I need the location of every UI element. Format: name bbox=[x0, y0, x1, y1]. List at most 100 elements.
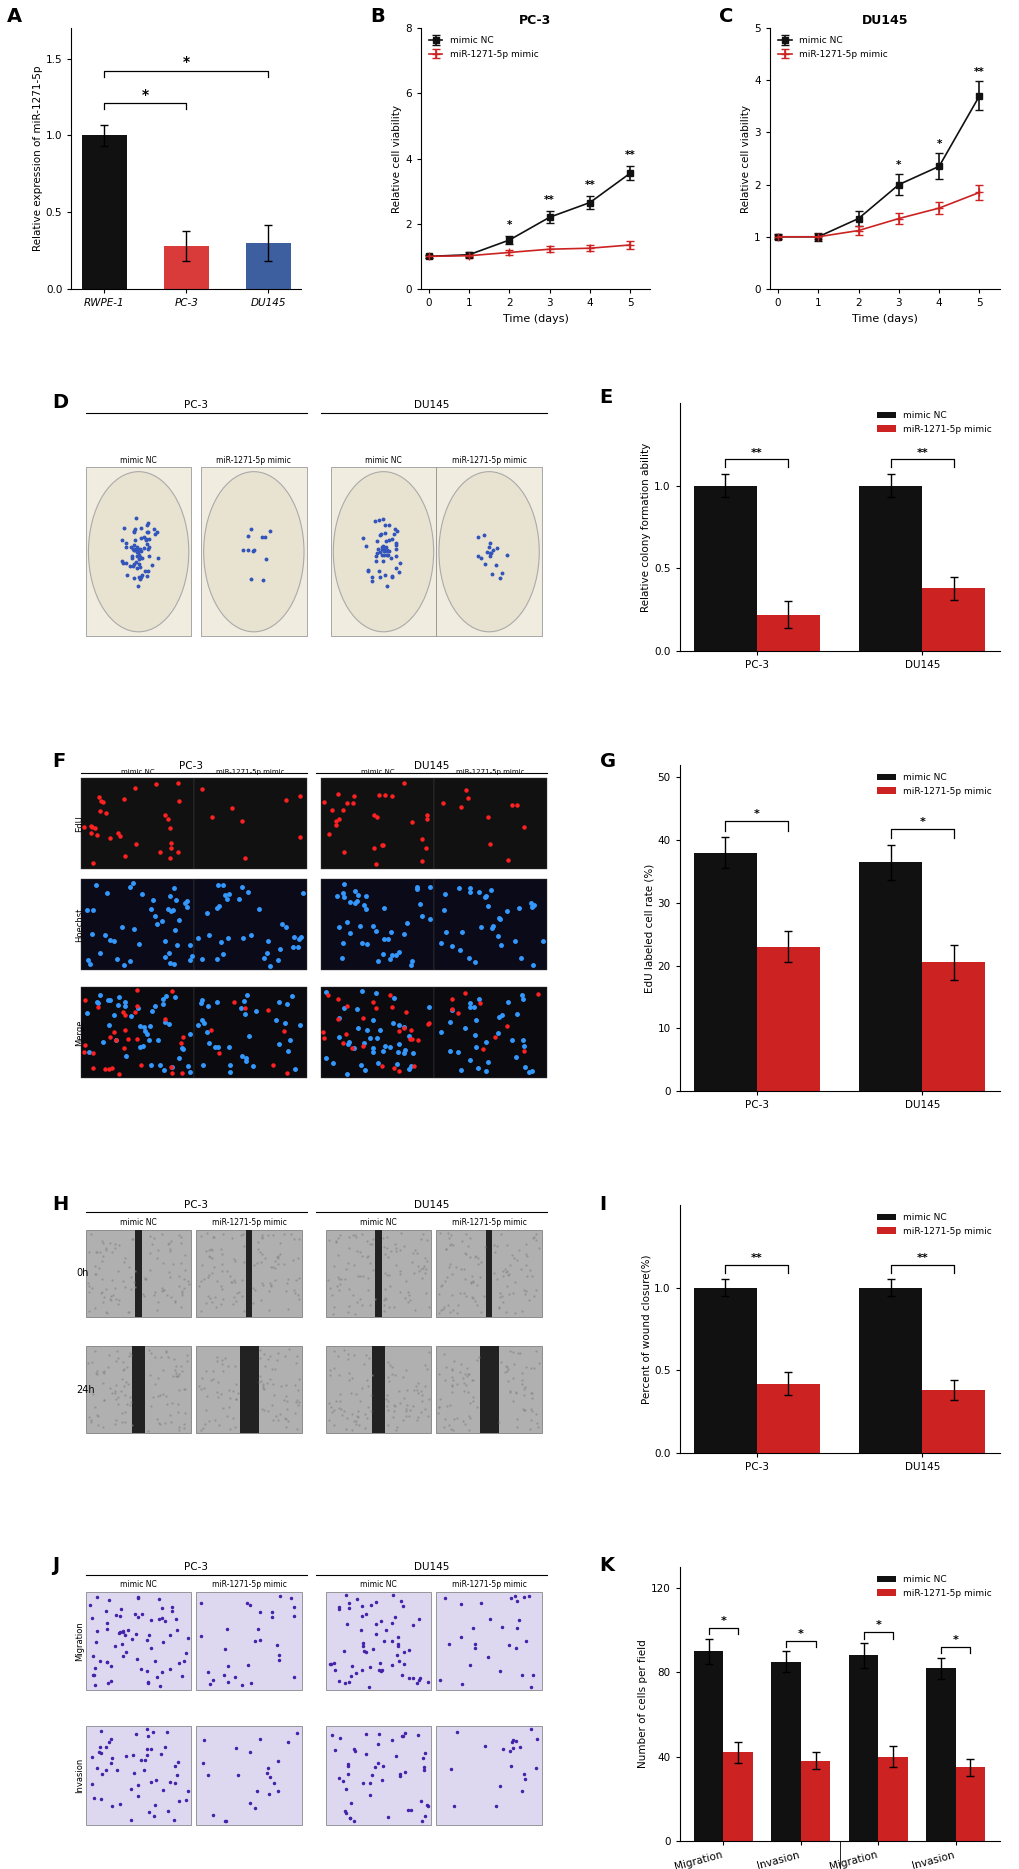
Legend: mimic NC, miR-1271-5p mimic: mimic NC, miR-1271-5p mimic bbox=[425, 32, 541, 62]
Bar bbox=[132, 1346, 145, 1434]
Text: mimic NC: mimic NC bbox=[360, 1219, 396, 1228]
Bar bbox=[756, 615, 819, 650]
Bar bbox=[722, 1753, 752, 1841]
Bar bbox=[194, 778, 307, 869]
Bar bbox=[81, 987, 194, 1078]
Legend: mimic NC, miR-1271-5p mimic: mimic NC, miR-1271-5p mimic bbox=[873, 407, 995, 437]
Bar bbox=[800, 1761, 829, 1841]
Ellipse shape bbox=[204, 471, 304, 632]
Text: 0h: 0h bbox=[76, 1269, 89, 1278]
Text: mimic NC: mimic NC bbox=[120, 1579, 157, 1589]
Bar bbox=[194, 987, 307, 1078]
Text: G: G bbox=[599, 751, 615, 770]
Text: *: * bbox=[182, 56, 190, 69]
Bar bbox=[436, 1346, 541, 1434]
Bar bbox=[436, 467, 541, 635]
Bar bbox=[436, 1725, 541, 1824]
Text: mimic NC: mimic NC bbox=[360, 1579, 396, 1589]
Y-axis label: Number of cells per field: Number of cells per field bbox=[637, 1639, 647, 1768]
Bar bbox=[321, 778, 433, 869]
Text: EdU: EdU bbox=[75, 815, 85, 832]
Bar bbox=[921, 963, 984, 1091]
Text: I: I bbox=[599, 1194, 606, 1215]
Bar bbox=[325, 1725, 431, 1824]
Y-axis label: EdU labeled cell rate (%): EdU labeled cell rate (%) bbox=[644, 863, 654, 992]
Text: miR-1271-5p mimic: miR-1271-5p mimic bbox=[211, 1219, 286, 1228]
Bar bbox=[82, 135, 126, 290]
Text: *: * bbox=[918, 817, 924, 826]
Legend: mimic NC, miR-1271-5p mimic: mimic NC, miR-1271-5p mimic bbox=[773, 32, 891, 62]
Bar bbox=[485, 1230, 492, 1316]
Bar bbox=[921, 1391, 984, 1452]
Text: Hoechst: Hoechst bbox=[75, 908, 85, 942]
Bar bbox=[848, 1656, 877, 1841]
Bar bbox=[756, 948, 819, 1091]
Text: *: * bbox=[952, 1635, 958, 1645]
Bar bbox=[86, 1725, 192, 1824]
Bar bbox=[325, 1346, 431, 1434]
Text: *: * bbox=[874, 1620, 880, 1630]
Text: C: C bbox=[718, 7, 733, 26]
Text: **: ** bbox=[584, 179, 595, 191]
Bar bbox=[201, 467, 307, 635]
Text: D: D bbox=[52, 392, 68, 411]
Bar bbox=[321, 987, 433, 1078]
Text: A: A bbox=[7, 7, 22, 26]
Text: *: * bbox=[719, 1617, 726, 1626]
Ellipse shape bbox=[89, 471, 189, 632]
Bar bbox=[239, 1346, 258, 1434]
Text: PC-3: PC-3 bbox=[184, 1200, 208, 1209]
Text: mimic NC: mimic NC bbox=[120, 768, 154, 774]
Ellipse shape bbox=[333, 471, 433, 632]
Text: miR-1271-5p mimic: miR-1271-5p mimic bbox=[455, 768, 524, 774]
Bar bbox=[86, 1346, 192, 1434]
Text: miR-1271-5p mimic: miR-1271-5p mimic bbox=[451, 1579, 526, 1589]
Text: mimic NC: mimic NC bbox=[361, 768, 394, 774]
Bar bbox=[479, 1346, 498, 1434]
Bar bbox=[196, 1346, 302, 1434]
Bar bbox=[770, 1662, 800, 1841]
Text: **: ** bbox=[625, 150, 635, 161]
Text: **: ** bbox=[544, 196, 554, 206]
Text: B: B bbox=[370, 7, 384, 26]
Title: DU145: DU145 bbox=[861, 13, 907, 26]
Text: mimic NC: mimic NC bbox=[120, 456, 157, 465]
Bar bbox=[693, 486, 756, 650]
Text: DU145: DU145 bbox=[414, 1562, 448, 1572]
Text: miR-1271-5p mimic: miR-1271-5p mimic bbox=[216, 456, 291, 465]
Bar bbox=[196, 1592, 302, 1690]
Text: J: J bbox=[52, 1557, 59, 1576]
Bar bbox=[433, 778, 546, 869]
Bar bbox=[433, 878, 546, 970]
Text: **: ** bbox=[750, 447, 762, 458]
Bar bbox=[955, 1768, 984, 1841]
Text: miR-1271-5p mimic: miR-1271-5p mimic bbox=[211, 1579, 286, 1589]
Bar bbox=[196, 1725, 302, 1824]
Text: Invasion: Invasion bbox=[75, 1757, 85, 1792]
Text: **: ** bbox=[750, 1252, 762, 1263]
Bar bbox=[436, 1230, 541, 1316]
Text: **: ** bbox=[915, 1252, 927, 1263]
Bar bbox=[372, 1346, 384, 1434]
Text: PC-3: PC-3 bbox=[179, 761, 203, 772]
Bar bbox=[859, 486, 921, 650]
Text: *: * bbox=[142, 88, 149, 101]
Y-axis label: Percent of wound closure(%): Percent of wound closure(%) bbox=[641, 1254, 650, 1404]
Text: *: * bbox=[896, 161, 901, 170]
Y-axis label: Relative cell viability: Relative cell viability bbox=[741, 105, 751, 213]
Bar bbox=[136, 1230, 142, 1316]
Text: 24h: 24h bbox=[76, 1385, 95, 1394]
Bar bbox=[321, 878, 433, 970]
Legend: mimic NC, miR-1271-5p mimic: mimic NC, miR-1271-5p mimic bbox=[873, 770, 995, 800]
Legend: mimic NC, miR-1271-5p mimic: mimic NC, miR-1271-5p mimic bbox=[873, 1209, 995, 1239]
Text: Merge: Merge bbox=[75, 1019, 85, 1045]
Text: *: * bbox=[753, 809, 759, 819]
Text: *: * bbox=[935, 138, 941, 150]
Bar bbox=[859, 862, 921, 1091]
Text: F: F bbox=[52, 751, 65, 770]
Text: PC-3: PC-3 bbox=[184, 400, 208, 411]
Bar bbox=[86, 467, 192, 635]
Bar bbox=[81, 878, 194, 970]
Bar bbox=[925, 1669, 955, 1841]
Ellipse shape bbox=[438, 471, 539, 632]
